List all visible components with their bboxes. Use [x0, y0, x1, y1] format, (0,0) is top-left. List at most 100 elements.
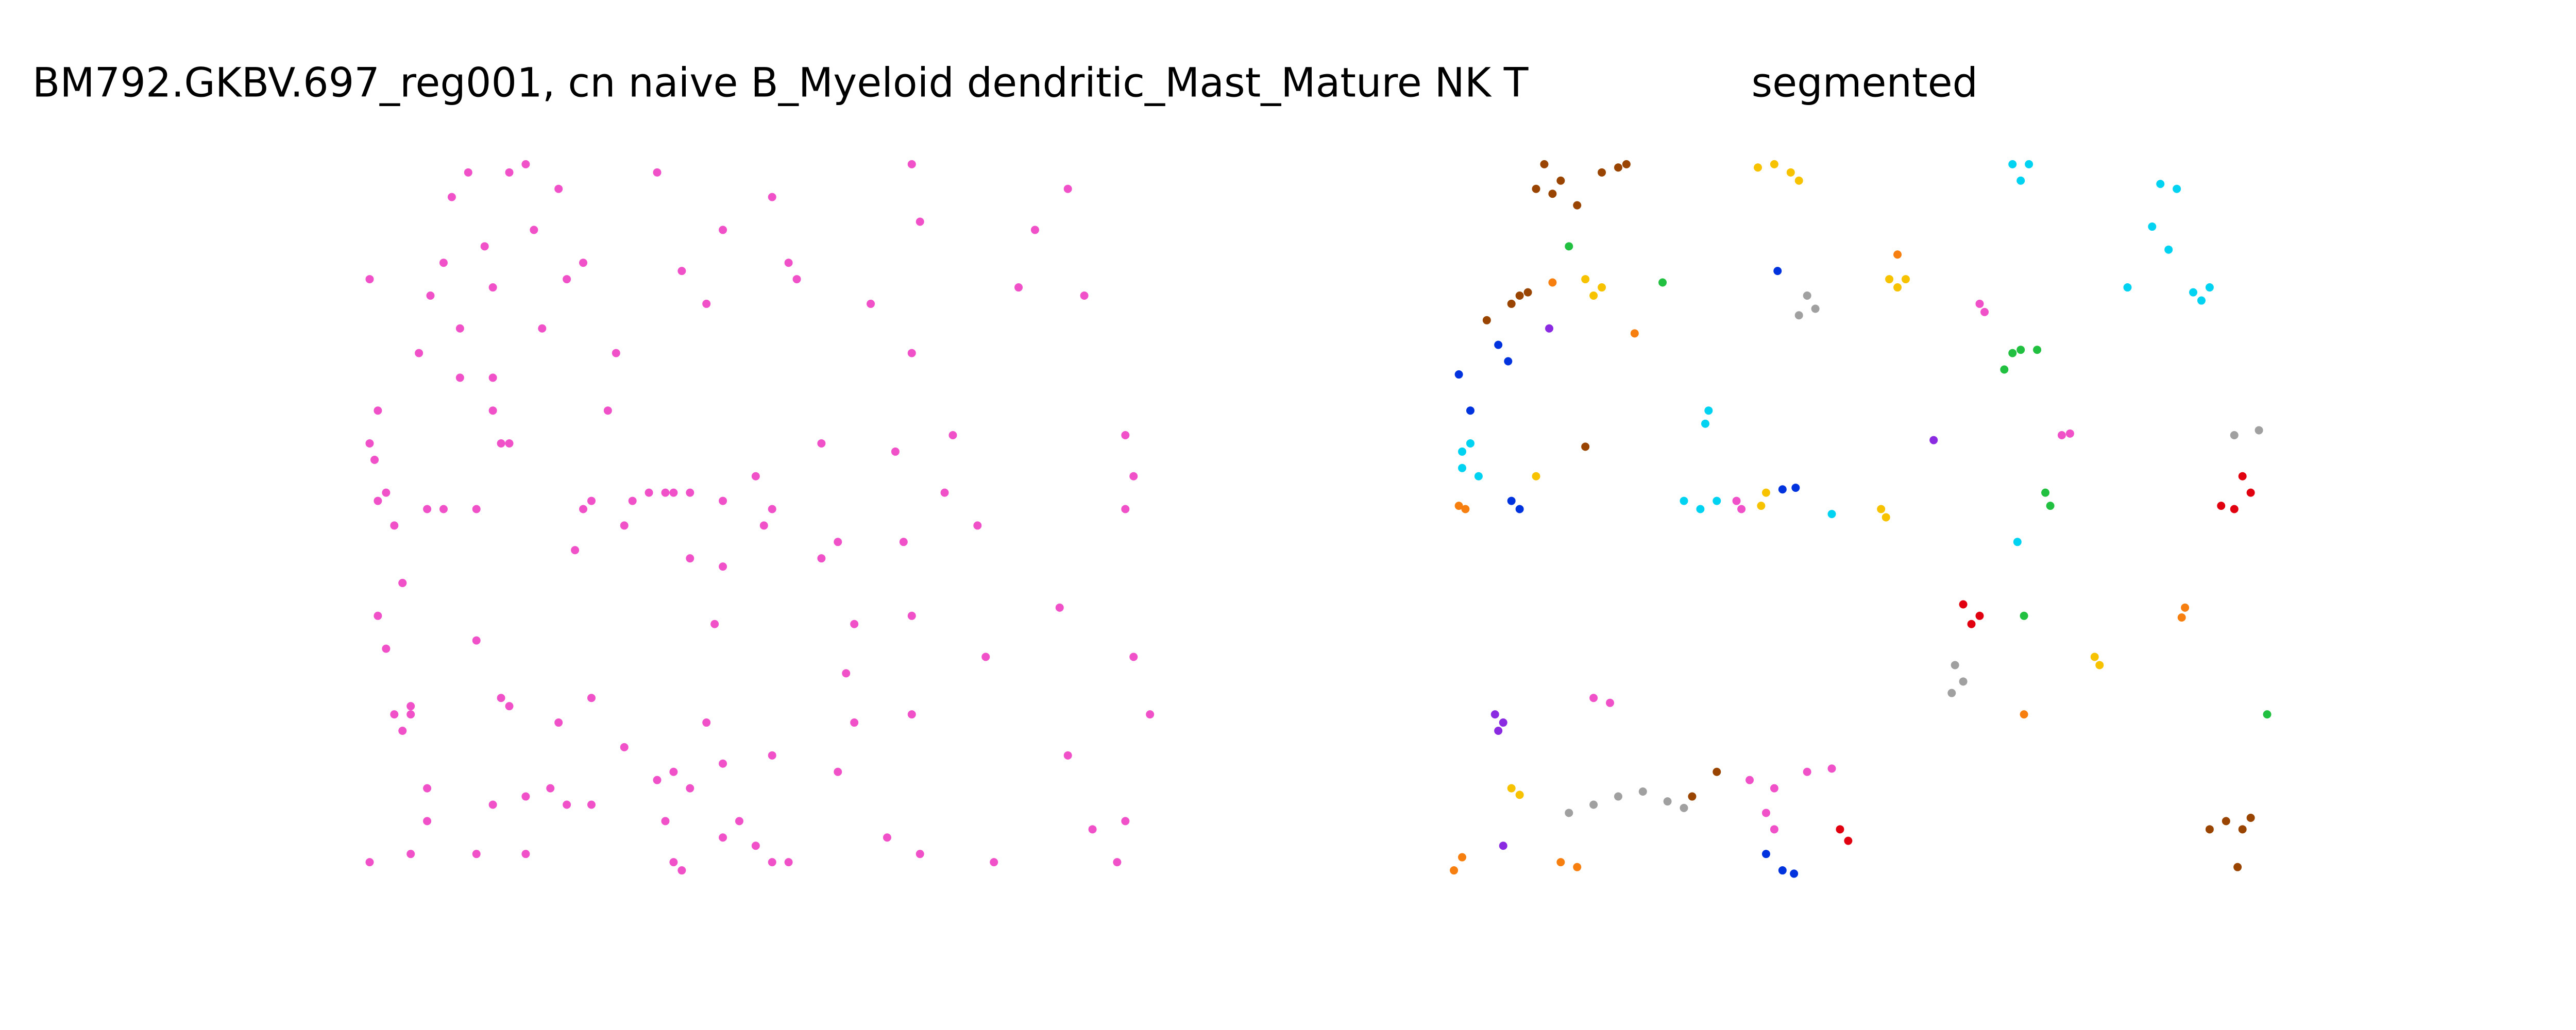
cell-point [497, 439, 505, 448]
cell-point [447, 193, 456, 201]
cell-point [907, 611, 916, 620]
cell-point [374, 496, 382, 505]
cell-point [1499, 842, 1507, 850]
cell-point [579, 259, 588, 267]
cell-point [907, 710, 916, 719]
cell-point [645, 488, 653, 497]
cell-point [2033, 346, 2042, 354]
cell-point [1680, 496, 1688, 505]
cell-point [1773, 267, 1782, 276]
cell-point [1565, 809, 1573, 817]
cell-point [899, 538, 908, 546]
cell-point [2020, 611, 2028, 620]
cell-point [1146, 710, 1155, 719]
cell-point [2205, 283, 2214, 292]
cell-point [2016, 346, 2025, 354]
cell-point [521, 792, 530, 801]
cell-point [2095, 661, 2104, 670]
cell-point [677, 866, 686, 875]
cell-point [1113, 858, 1122, 867]
cell-point [563, 800, 571, 809]
cell-point [1713, 767, 1721, 776]
cell-point [1929, 436, 1938, 444]
cell-point [1088, 825, 1097, 834]
cell-point [751, 842, 760, 850]
cell-point [768, 505, 776, 513]
cell-point [1967, 620, 1976, 628]
cell-point [1901, 275, 1910, 284]
cell-point [686, 554, 694, 563]
cell-point [1658, 278, 1667, 287]
cell-point [1494, 727, 1503, 735]
cell-point [2222, 817, 2230, 826]
cell-point [530, 226, 538, 234]
cell-point [1121, 431, 1130, 440]
cell-point [1638, 787, 1647, 796]
cell-point [370, 455, 379, 464]
cell-point [2230, 505, 2239, 513]
cell-point [426, 291, 435, 300]
cell-point [661, 488, 670, 497]
cell-point [1790, 869, 1799, 878]
cell-point [834, 538, 842, 546]
cell-point [907, 160, 916, 168]
cell-point [480, 242, 489, 251]
cell-point [702, 718, 711, 727]
cell-point [1454, 502, 1463, 510]
cell-point [2230, 431, 2239, 440]
cell-point [2164, 245, 2173, 254]
cell-point [2000, 365, 2009, 374]
cell-point [2057, 431, 2066, 440]
cell-point [2013, 538, 2022, 546]
cell-point [1836, 825, 1844, 834]
cell-point [1827, 764, 1836, 773]
cell-point [669, 858, 678, 867]
cell-point [784, 858, 793, 867]
cell-point [1556, 176, 1565, 185]
cell-point [1893, 250, 1902, 259]
cell-point [554, 718, 563, 727]
cell-point [406, 710, 415, 719]
cell-point [850, 620, 859, 628]
cell-point [677, 267, 686, 276]
cell-point [2197, 296, 2206, 305]
cell-point [850, 718, 859, 727]
cell-point [1696, 505, 1705, 513]
cell-point [1532, 184, 1540, 193]
cell-point [653, 776, 662, 784]
cell-point [2246, 814, 2255, 822]
cell-point [1507, 784, 1516, 793]
cell-point [2238, 825, 2247, 834]
cell-point [587, 800, 596, 809]
cell-point [1504, 357, 1513, 366]
cell-point [1975, 611, 1984, 620]
cell-point [1548, 278, 1557, 287]
cell-point [1129, 653, 1138, 661]
cell-point [2041, 488, 2050, 497]
cell-point [1482, 316, 1491, 324]
cell-point [1761, 488, 1770, 497]
cell-point [2090, 653, 2099, 661]
cell-point [2148, 222, 2157, 231]
cell-point [464, 168, 472, 177]
cell-point [1770, 825, 1778, 834]
cell-point [390, 710, 399, 719]
cell-point [1515, 291, 1524, 300]
cell-point [563, 275, 571, 284]
cell-point [423, 784, 432, 793]
cell-point [1614, 792, 1622, 801]
cell-point [2205, 825, 2214, 834]
cell-point [2123, 283, 2132, 292]
cell-point [669, 767, 678, 776]
cell-point [538, 324, 547, 333]
cell-point [2217, 502, 2226, 510]
cell-point [1757, 502, 1766, 510]
cell-point [784, 259, 793, 267]
cell-point [686, 784, 694, 793]
cell-point [719, 833, 727, 842]
cell-point [686, 488, 694, 497]
cell-point [817, 439, 826, 448]
panel-title: segmented [1751, 60, 1978, 106]
cell-point [620, 743, 629, 751]
cell-point [1466, 406, 1475, 415]
